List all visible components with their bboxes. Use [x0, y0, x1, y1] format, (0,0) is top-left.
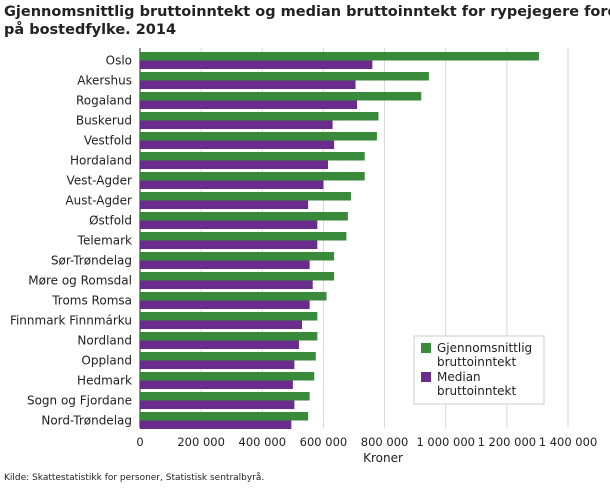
bar-mean [140, 132, 377, 141]
legend-label: bruttoinntekt [437, 355, 516, 369]
bar-median [140, 80, 356, 89]
category-label: Oslo [106, 54, 132, 68]
bar-mean [140, 252, 335, 261]
bar-median [140, 140, 335, 149]
bar-median [140, 180, 324, 189]
legend: GjennomsnittligbruttoinntektMedianbrutto… [413, 335, 545, 405]
x-tick-label: 0 [136, 435, 143, 449]
category-labels: Oslo Akershus Rogaland Buskerud Vestfold Hord… [10, 54, 132, 428]
category-label: Sør-Trøndelag [51, 254, 132, 268]
bars [140, 52, 539, 429]
bar-median [140, 200, 309, 209]
bar-mean [140, 172, 365, 181]
category-label: Oppland [81, 354, 132, 368]
legend-label: Gjennomsnittlig [437, 341, 532, 355]
category-label: Hedmark [77, 374, 132, 388]
category-label: Nordland [77, 334, 132, 348]
bar-mean [140, 292, 327, 301]
bar-mean [140, 212, 348, 221]
category-label: Nord-Trøndelag [41, 414, 132, 428]
bar-mean [140, 412, 309, 421]
bar-mean [140, 332, 318, 341]
category-label: Østfold [89, 214, 132, 228]
x-tick-label: 400 000 [239, 435, 287, 449]
category-label: Vestfold [84, 134, 132, 148]
bar-median [140, 160, 329, 169]
bar-mean [140, 232, 347, 241]
bar-mean [140, 352, 316, 361]
bar-median [140, 280, 313, 289]
bar-median [140, 320, 303, 329]
x-tick-label: 1 000 000 [416, 435, 475, 449]
category-label: Vest-Agder [67, 174, 133, 188]
category-label: Troms Romsa [51, 294, 132, 308]
bar-median [140, 60, 373, 69]
bar-median [140, 340, 299, 349]
legend-box [413, 335, 545, 405]
bar-median [140, 300, 310, 309]
bar-mean [140, 112, 379, 121]
bar-median [140, 220, 318, 229]
bar-mean [140, 192, 351, 201]
bar-mean [140, 372, 315, 381]
bar-median [140, 100, 358, 109]
x-tick-label: 200 000 [177, 435, 225, 449]
category-label: Finnmark Finnmárku [10, 314, 132, 328]
x-tick-label: 1 400 000 [539, 435, 598, 449]
chart-title-line-2: på bostedfylke. 2014 [4, 21, 176, 38]
x-tick-labels: 0 200 000 400 000 600 000 800 000 1 000 000 1 … [136, 435, 597, 449]
bar-median [140, 400, 295, 409]
bar-median [140, 420, 292, 429]
category-label: Møre og Romsdal [28, 274, 132, 288]
bar-mean [140, 392, 310, 401]
x-tick-label: 1 200 000 [478, 435, 537, 449]
category-label: Telemark [77, 234, 132, 248]
legend-swatch-mean [421, 343, 431, 353]
category-label: Buskerud [76, 114, 132, 128]
bar-median [140, 260, 310, 269]
category-label: Aust-Agder [65, 194, 132, 208]
bar-median [140, 120, 333, 129]
bar-mean [140, 72, 429, 81]
bar-mean [140, 272, 335, 281]
bar-mean [140, 52, 539, 61]
category-label: Sogn og Fjordane [27, 394, 132, 408]
legend-swatch-median [421, 372, 431, 382]
chart-title-line-1: Gjennomsnittlig bruttoinntekt og median … [4, 4, 610, 20]
legend-label: Median [437, 370, 481, 384]
x-tick-label: 600 000 [300, 435, 348, 449]
bar-mean [140, 92, 422, 101]
x-tick-label: 800 000 [361, 435, 409, 449]
bar-mean [140, 312, 318, 321]
source-note: Kilde: Skattestatistikk for personer, St… [4, 472, 264, 483]
category-label: Hordaland [70, 154, 132, 168]
legend-label: bruttoinntekt [437, 384, 516, 398]
bar-median [140, 360, 295, 369]
x-axis-title: Kroner [363, 451, 403, 465]
category-label: Rogaland [76, 94, 132, 108]
category-label: Akershus [77, 74, 132, 88]
bar-median [140, 380, 293, 389]
bar-median [140, 240, 318, 249]
bar-mean [140, 152, 365, 161]
